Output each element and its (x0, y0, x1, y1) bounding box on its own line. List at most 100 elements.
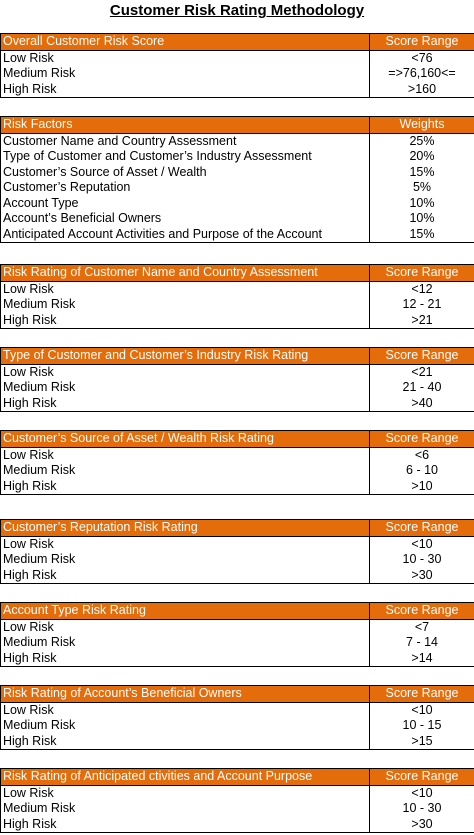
header-label: Customer’s Source of Asset / Wealth Risk… (0, 430, 370, 448)
table-row: Medium Risk 10 - 30 (0, 552, 474, 568)
row-label: Low Risk (0, 447, 370, 463)
header-label: Risk Rating of Anticipated ctivities and… (0, 768, 370, 786)
table-row: High Risk >160 (0, 81, 474, 98)
table-row: High Risk >30 (0, 567, 474, 584)
row-value: <10 (369, 785, 474, 801)
row-label: Low Risk (0, 281, 370, 297)
row-value: 6 - 10 (369, 463, 474, 479)
row-value: 25% (369, 133, 474, 149)
header-range: Score Range (369, 347, 474, 365)
header-row: Type of Customer and Customer’s Industry… (0, 347, 474, 365)
row-label: Anticipated Account Activities and Purpo… (0, 226, 370, 243)
row-label: High Risk (0, 567, 370, 584)
row-value: >160 (369, 81, 474, 98)
header-row: Risk Rating of Customer Name and Country… (0, 264, 474, 282)
row-label: Account Type (0, 195, 370, 211)
row-value: 15% (369, 226, 474, 243)
table-row: High Risk >14 (0, 650, 474, 667)
row-label: Low Risk (0, 702, 370, 718)
row-label: Medium Risk (0, 463, 370, 479)
table-row: Low Risk <6 (0, 447, 474, 463)
row-value: <12 (369, 281, 474, 297)
row-label: High Risk (0, 81, 370, 98)
table-row: Customer’s Reputation 5% (0, 180, 474, 196)
row-label: Low Risk (0, 50, 370, 66)
header-range: Score Range (369, 33, 474, 51)
table-row: High Risk >15 (0, 733, 474, 750)
risk-table: Type of Customer and Customer’s Industry… (0, 347, 474, 412)
row-value: <7 (369, 619, 474, 635)
row-value: 10 - 30 (369, 552, 474, 568)
table-row: Medium Risk 12 - 21 (0, 297, 474, 313)
row-label: Medium Risk (0, 801, 370, 817)
row-value: >21 (369, 312, 474, 329)
table-row: High Risk >10 (0, 478, 474, 495)
header-row: Customer’s Source of Asset / Wealth Risk… (0, 430, 474, 448)
table-row: Low Risk <12 (0, 281, 474, 297)
header-row: Risk Rating of Account’s Beneficial Owne… (0, 685, 474, 703)
row-value: >30 (369, 816, 474, 833)
row-label: High Risk (0, 478, 370, 495)
table-row: Customer’s Source of Asset / Wealth 15% (0, 164, 474, 180)
header-range: Score Range (369, 685, 474, 703)
row-label: Medium Risk (0, 297, 370, 313)
risk-table: Account Type Risk Rating Score Range Low R… (0, 602, 474, 667)
risk-table: Risk Rating of Anticipated ctivities and… (0, 768, 474, 833)
row-label: High Risk (0, 816, 370, 833)
header-row: Customer’s Reputation Risk Rating Score R… (0, 519, 474, 537)
row-label: Type of Customer and Customer’s Industry… (0, 149, 370, 165)
row-value: >40 (369, 395, 474, 412)
row-label: High Risk (0, 733, 370, 750)
row-value: 5% (369, 180, 474, 196)
header-label: Risk Rating of Account’s Beneficial Owne… (0, 685, 370, 703)
table-row: Medium Risk 7 - 14 (0, 635, 474, 651)
row-label: High Risk (0, 395, 370, 412)
header-label: Risk Factors (0, 116, 370, 134)
header-label: Overall Customer Risk Score (0, 33, 370, 51)
row-label: Medium Risk (0, 718, 370, 734)
table-row: Anticipated Account Activities and Purpo… (0, 226, 474, 243)
row-value: =>76,160<= (369, 66, 474, 82)
table-row: Account’s Beneficial Owners 10% (0, 211, 474, 227)
table-row: High Risk >40 (0, 395, 474, 412)
risk-table: Customer’s Reputation Risk Rating Score R… (0, 519, 474, 584)
page-title: Customer Risk Rating Methodology (109, 2, 365, 19)
header-label: Account Type Risk Rating (0, 602, 370, 620)
risk-table: Overall Customer Risk Score Score Range Lo… (0, 33, 474, 98)
row-value: <21 (369, 364, 474, 380)
table-row: Low Risk <7 (0, 619, 474, 635)
row-value: 20% (369, 149, 474, 165)
row-label: Customer’s Source of Asset / Wealth (0, 164, 370, 180)
table-row: High Risk >21 (0, 312, 474, 329)
row-value: >30 (369, 567, 474, 584)
header-label: Risk Rating of Customer Name and Country… (0, 264, 370, 282)
row-label: Medium Risk (0, 635, 370, 651)
row-label: Low Risk (0, 619, 370, 635)
row-value: 15% (369, 164, 474, 180)
header-label: Type of Customer and Customer’s Industry… (0, 347, 370, 365)
table-row: Medium Risk 6 - 10 (0, 463, 474, 479)
row-label: Customer’s Reputation (0, 180, 370, 196)
header-label: Customer’s Reputation Risk Rating (0, 519, 370, 537)
risk-table: Risk Factors Weights Customer Name and Cou… (0, 116, 474, 243)
header-row: Risk Rating of Anticipated ctivities and… (0, 768, 474, 786)
risk-table: Risk Rating of Account’s Beneficial Owne… (0, 685, 474, 750)
header-range: Score Range (369, 768, 474, 786)
row-value: 10 - 15 (369, 718, 474, 734)
header-range: Score Range (369, 264, 474, 282)
table-row: Low Risk <10 (0, 702, 474, 718)
table-row: Type of Customer and Customer’s Industry… (0, 149, 474, 165)
header-row: Account Type Risk Rating Score Range (0, 602, 474, 620)
row-value: 21 - 40 (369, 380, 474, 396)
table-row: Low Risk <10 (0, 536, 474, 552)
row-value: <10 (369, 536, 474, 552)
header-range: Weights (369, 116, 474, 134)
row-label: Customer Name and Country Assessment (0, 133, 370, 149)
table-row: High Risk >30 (0, 816, 474, 833)
row-value: 10 - 30 (369, 801, 474, 817)
row-value: 10% (369, 211, 474, 227)
row-label: Low Risk (0, 364, 370, 380)
row-label: Medium Risk (0, 552, 370, 568)
row-value: <76 (369, 50, 474, 66)
